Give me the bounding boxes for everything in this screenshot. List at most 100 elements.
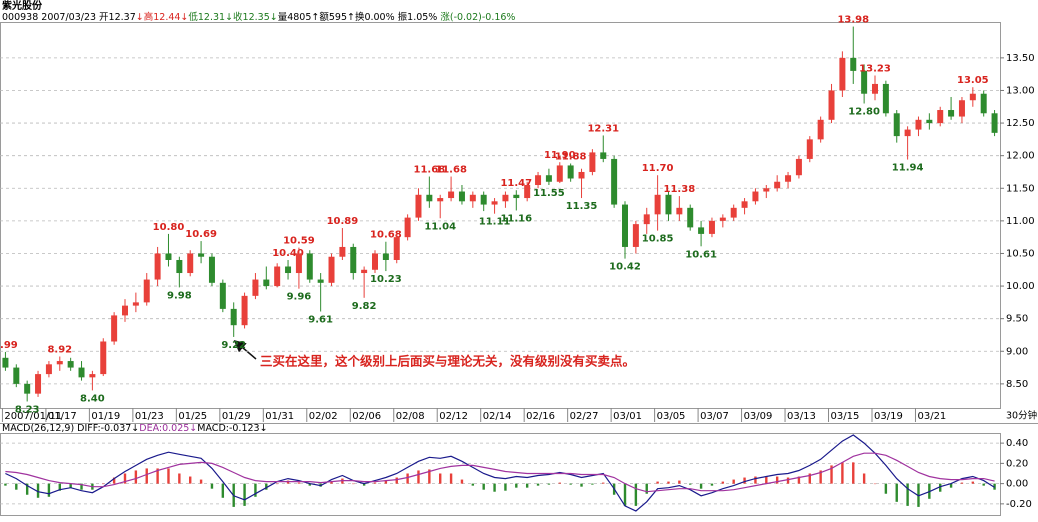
candle-body <box>132 302 139 306</box>
candle-body <box>785 175 792 182</box>
candle-body <box>45 364 52 375</box>
y-tick-label: 0.40 <box>1006 438 1028 449</box>
candle-body <box>643 214 650 225</box>
candle-body <box>252 279 259 296</box>
x-tick-label: 02/12 <box>439 411 468 422</box>
macd-bar <box>145 468 148 484</box>
candle-body <box>404 217 411 238</box>
candle-body <box>795 158 802 176</box>
macd-bar <box>460 479 464 484</box>
macd-bar <box>591 483 594 485</box>
x-tick-label: 03/19 <box>874 411 903 422</box>
y-tick-label: 12.00 <box>1006 151 1035 162</box>
low-label: 10.61 <box>685 249 717 260</box>
candle-body <box>35 374 42 394</box>
y-tick-label: -0.20 <box>1006 499 1032 510</box>
x-tick-label: 01/17 <box>48 411 77 422</box>
high-label: 13.05 <box>957 75 989 86</box>
x-tick-label: 01/31 <box>265 411 294 422</box>
macd-bar <box>939 483 942 492</box>
candle-body <box>165 253 172 260</box>
macd-bar <box>189 476 192 484</box>
candle-body <box>241 295 248 326</box>
high-label: 10.89 <box>327 216 359 227</box>
candle-body <box>24 383 31 394</box>
candle-body <box>372 253 378 270</box>
x-tick-label: 03/09 <box>744 411 773 422</box>
low-label: 10.23 <box>370 274 402 285</box>
candle-body <box>306 253 313 280</box>
macd-bar <box>395 477 398 484</box>
macd-bar <box>515 483 518 488</box>
candle-body <box>763 188 770 192</box>
macd-bar <box>123 473 127 484</box>
candle-body <box>567 165 574 179</box>
high-label: 8.99 <box>0 340 18 351</box>
macd-bar <box>754 476 757 484</box>
low-label: 8.40 <box>80 393 105 404</box>
y-tick-label: 11.50 <box>1006 183 1035 194</box>
candle-body <box>230 308 237 326</box>
macd-bar <box>167 468 170 484</box>
macd-bar <box>656 481 659 484</box>
candle-body <box>556 165 563 182</box>
macd-line <box>5 434 995 512</box>
macd-bar <box>4 483 7 486</box>
macd-bar <box>210 483 214 489</box>
candle-body <box>415 194 422 218</box>
macd-bar <box>797 476 801 484</box>
candle-body <box>850 57 857 71</box>
x-tick-label: 01/29 <box>222 411 251 422</box>
macd-bar <box>982 483 985 486</box>
macd-bar <box>482 483 485 490</box>
high-label: 12.31 <box>587 123 619 134</box>
macd-bar <box>69 483 72 488</box>
candle-body <box>958 100 965 117</box>
macd-bar <box>830 465 833 484</box>
macd-bar <box>775 476 779 484</box>
macd-bar <box>297 482 301 484</box>
candle-body <box>317 279 324 283</box>
x-tick-label: 03/15 <box>831 411 860 422</box>
candle-body <box>665 194 672 215</box>
macd-bar <box>36 483 40 498</box>
macd-bar <box>971 481 975 484</box>
candle-body <box>774 181 781 189</box>
macd-bar <box>873 483 877 485</box>
low-label: 11.04 <box>424 221 456 232</box>
y-tick-label: 8.50 <box>1006 379 1028 390</box>
low-label: 8.23 <box>15 404 40 415</box>
macd-bar <box>308 483 311 486</box>
candle-body <box>915 119 922 130</box>
candle-body <box>687 207 694 228</box>
candle-body <box>100 341 107 375</box>
macd-bar <box>352 483 355 485</box>
candle-body <box>219 282 226 309</box>
x-tick-label: 03/21 <box>917 411 946 422</box>
candle-body <box>893 113 900 137</box>
y-tick-label: 0.20 <box>1006 458 1028 469</box>
candle-body <box>458 191 465 202</box>
macd-bar <box>254 483 257 497</box>
macd-bar <box>602 482 605 484</box>
macd-bar <box>525 483 529 488</box>
y-tick-label: 10.50 <box>1006 248 1035 259</box>
main-frame <box>0 22 1001 409</box>
candle-body <box>208 256 215 283</box>
text-segment: ↓高12.44↓ <box>136 11 189 23</box>
macd-bar <box>645 483 648 494</box>
high-label: 10.80 <box>153 222 185 233</box>
low-label: 9.96 <box>287 292 312 303</box>
macd-bar <box>580 483 583 487</box>
macd-bar <box>895 483 898 502</box>
high-label: 10.69 <box>185 229 217 240</box>
macd-bar <box>428 469 431 484</box>
macd-bar <box>623 483 627 506</box>
high-label: 10.59 <box>283 236 315 247</box>
x-tick-label: 03/07 <box>700 411 729 422</box>
candle-body <box>589 152 596 172</box>
text-segment: 量4805↑额595↑换0.00% 振1.05% <box>278 11 441 23</box>
text-segment: 000938 2007/03/23 开12.37 <box>2 12 136 23</box>
candle-body <box>698 227 705 234</box>
candle-body <box>78 367 85 378</box>
